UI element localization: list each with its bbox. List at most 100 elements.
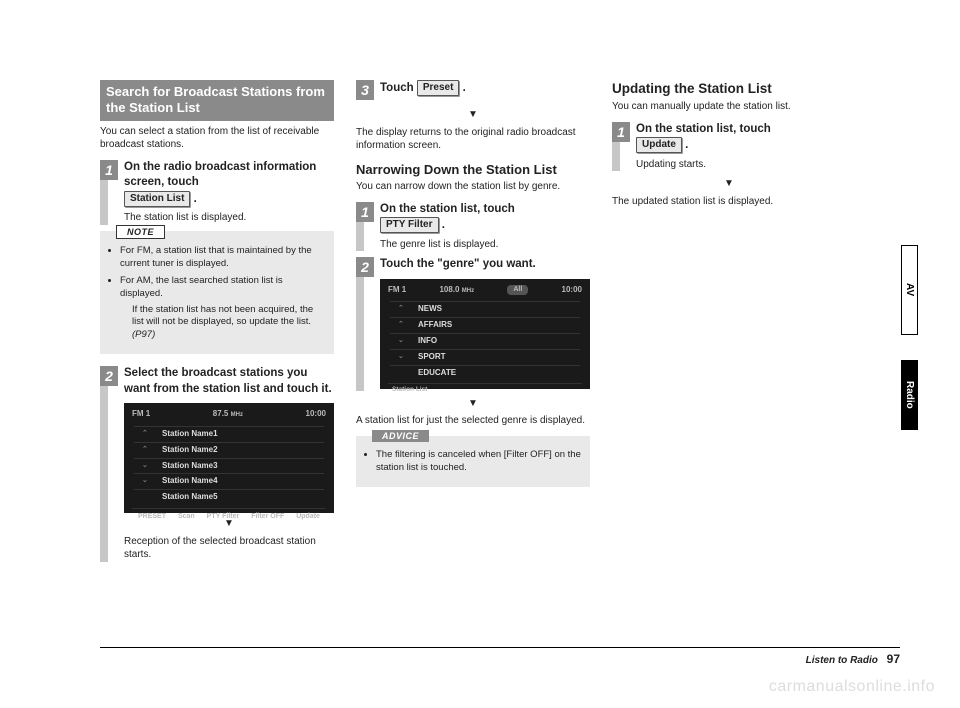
freq-label: 108.0 MHz xyxy=(439,285,474,296)
tab-radio: Radio xyxy=(901,360,918,430)
note-box: NOTE For FM, a station list that is main… xyxy=(100,231,334,355)
footer-title: Listen to Radio xyxy=(806,655,878,666)
station-list-button[interactable]: Station List xyxy=(392,387,427,394)
step-num-wrap: 3 xyxy=(356,80,374,102)
freq-label: 87.5 MHz xyxy=(213,409,243,420)
step-num-wrap: 2 xyxy=(100,366,118,562)
screen-top: FM 1 87.5 MHz 10:00 xyxy=(128,407,330,426)
step-text: . xyxy=(463,82,466,94)
step-body: Touch Preset . xyxy=(380,80,590,102)
step-text: . xyxy=(442,219,445,231)
pty-filter-button[interactable]: PTY Filter xyxy=(380,217,439,233)
step-text: Touch xyxy=(380,82,417,94)
chevron-up-icon: ⌃ xyxy=(142,429,148,438)
step-text: . xyxy=(194,193,197,205)
chevron-up-icon: ⌃ xyxy=(398,304,404,313)
step-number: 1 xyxy=(356,202,374,222)
footer: Listen to Radio 97 xyxy=(806,652,900,666)
note-label: NOTE xyxy=(116,225,165,239)
note-sub: If the station list has not been acquire… xyxy=(132,304,326,342)
filter-off-button[interactable]: Filter OFF xyxy=(251,512,284,521)
step-text: On the station list, touch xyxy=(636,123,771,135)
scan-button[interactable]: Scan xyxy=(178,512,195,521)
step-body: Touch the "genre" you want. FM 1 108.0 M… xyxy=(380,257,590,391)
note-sub-text: If the station list has not been acquire… xyxy=(132,304,313,328)
step-number: 1 xyxy=(100,160,118,180)
list-item[interactable]: ⌄SPORT xyxy=(390,349,580,365)
step-number: 2 xyxy=(356,257,374,277)
intro-text: You can narrow down the station list by … xyxy=(356,180,590,194)
chevron-down-icon: ⌄ xyxy=(398,336,404,345)
preset-button[interactable]: Preset xyxy=(417,80,460,96)
section-header: Search for Broadcast Stations from the S… xyxy=(100,80,334,121)
step-bar xyxy=(356,277,364,391)
list-item[interactable]: ⌃NEWS xyxy=(390,301,580,317)
chevron-down-icon: ⌄ xyxy=(398,352,404,361)
preset-button[interactable]: PRESET xyxy=(138,512,166,521)
step-sub: Updating starts. xyxy=(636,158,846,172)
step-num-wrap: 1 xyxy=(100,160,118,225)
note-item: For FM, a station list that is maintaine… xyxy=(120,245,326,271)
result-text: A station list for just the selected gen… xyxy=(356,414,590,428)
step-text: Touch the "genre" you want. xyxy=(380,258,536,270)
radio-screenshot: FM 1 87.5 MHz 10:00 ⌃Station Name1 ⌃Stat… xyxy=(124,403,334,513)
list-item[interactable]: ⌄INFO xyxy=(390,333,580,349)
advice-list: The filtering is canceled when [Filter O… xyxy=(364,449,582,475)
note-list: For FM, a station list that is maintaine… xyxy=(108,245,326,342)
step-bar xyxy=(612,142,620,172)
step-1: 1 On the station list, touch Update . Up… xyxy=(612,122,846,172)
list-item[interactable]: ⌃Station Name1 xyxy=(134,426,324,442)
update-button[interactable]: Update xyxy=(636,137,682,153)
time-label: 10:00 xyxy=(562,285,582,296)
chevron-up-icon: ⌃ xyxy=(142,445,148,454)
note-item: For AM, the last searched station list i… xyxy=(120,275,326,342)
step-3: 3 Touch Preset . xyxy=(356,80,590,102)
column-2: 3 Touch Preset . ▼ The display returns t… xyxy=(356,80,590,568)
intro-text: You can select a station from the list o… xyxy=(100,125,334,152)
screen-top: FM 1 108.0 MHz All 10:00 xyxy=(384,283,586,302)
step-number: 1 xyxy=(612,122,630,142)
step-num-wrap: 2 xyxy=(356,257,374,391)
step-number: 3 xyxy=(356,80,374,100)
column-3: Updating the Station List You can manual… xyxy=(612,80,846,568)
step-body: On the radio broadcast information scree… xyxy=(124,160,334,225)
list-item[interactable]: Station Name5 xyxy=(134,489,324,505)
genre-list: ⌃NEWS ⌃AFFAIRS ⌄INFO ⌄SPORT EDUCATE xyxy=(390,301,580,380)
page-ref: (P97) xyxy=(132,329,155,340)
station-list: ⌃Station Name1 ⌃Station Name2 ⌄Station N… xyxy=(134,426,324,505)
chevron-up-icon: ⌃ xyxy=(398,320,404,329)
page-number: 97 xyxy=(887,652,900,666)
column-1: Search for Broadcast Stations from the S… xyxy=(100,80,334,568)
step-text: Select the broadcast stations you want f… xyxy=(124,367,332,395)
list-item[interactable]: ⌄Station Name3 xyxy=(134,458,324,474)
time-label: 10:00 xyxy=(306,409,326,420)
list-item[interactable]: ⌄Station Name4 xyxy=(134,473,324,489)
step-body: On the station list, touch Update . Upda… xyxy=(636,122,846,172)
step-bar xyxy=(356,222,364,252)
step-sub: The genre list is displayed. xyxy=(380,238,590,252)
down-triangle-icon: ▼ xyxy=(612,177,846,191)
sub-heading: Narrowing Down the Station List xyxy=(356,161,590,179)
list-item[interactable]: EDUCATE xyxy=(390,365,580,381)
side-tabs: AV Radio xyxy=(901,245,918,405)
list-item[interactable]: ⌃Station Name2 xyxy=(134,442,324,458)
chevron-down-icon: ⌄ xyxy=(142,476,148,485)
step-text: On the radio broadcast information scree… xyxy=(124,161,316,189)
update-button[interactable]: Update xyxy=(296,512,320,521)
manual-page: Search for Broadcast Stations from the S… xyxy=(0,0,960,708)
down-triangle-icon: ▼ xyxy=(356,108,590,122)
result-text: The display returns to the original radi… xyxy=(356,126,590,153)
band-label: FM 1 xyxy=(388,285,406,296)
pty-filter-button[interactable]: PTY Filter xyxy=(207,512,240,521)
step-num-wrap: 1 xyxy=(612,122,630,172)
columns: Search for Broadcast Stations from the S… xyxy=(100,80,900,568)
advice-item: The filtering is canceled when [Filter O… xyxy=(376,449,582,475)
step-bar xyxy=(100,180,108,225)
band-label: FM 1 xyxy=(132,409,150,420)
step-1: 1 On the radio broadcast information scr… xyxy=(100,160,334,225)
screen-bottom: Station List xyxy=(388,383,582,394)
list-item[interactable]: ⌃AFFAIRS xyxy=(390,317,580,333)
station-list-button[interactable]: Station List xyxy=(124,191,190,207)
step-text: . xyxy=(685,139,688,151)
advice-box: ADVICE The filtering is canceled when [F… xyxy=(356,436,590,487)
